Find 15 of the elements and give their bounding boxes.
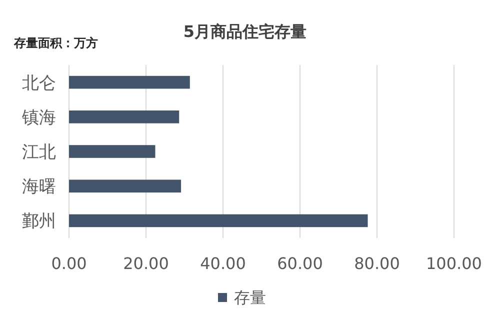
x-tick-label: 100.00 [426, 254, 482, 273]
x-tick-label: 0.00 [51, 254, 87, 273]
y-tick-label: 镇海 [21, 108, 56, 128]
legend-label: 存量 [234, 288, 266, 307]
x-tick-label: 20.00 [123, 254, 169, 273]
y-tick-label: 鄞州 [22, 212, 56, 232]
x-tick-label: 80.00 [354, 254, 400, 273]
chart-title: 5月商品住宅存量 [183, 22, 307, 41]
legend: 存量 [218, 288, 266, 307]
x-tick-label: 40.00 [200, 254, 246, 273]
x-tick-label: 60.00 [277, 254, 323, 273]
y-tick-label: 江北 [22, 142, 56, 162]
text: 存量面积：万方 [13, 36, 98, 50]
y-tick-label: 海曙 [22, 177, 56, 198]
y-tick-label: 北仑 [22, 73, 56, 94]
